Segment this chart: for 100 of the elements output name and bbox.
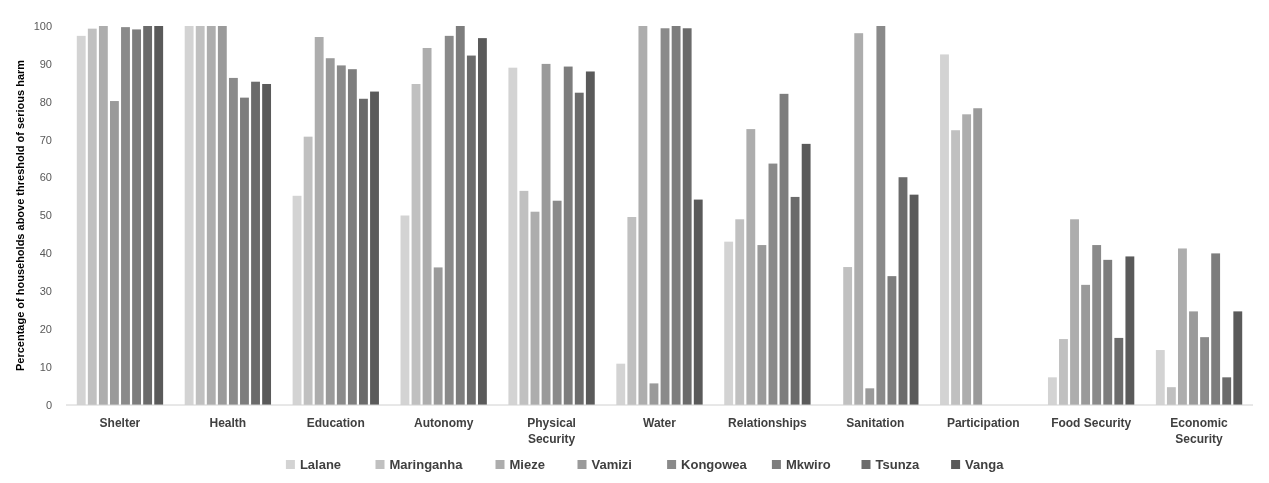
legend-label: Maringanha — [389, 457, 464, 472]
bar — [314, 36, 324, 405]
bar — [638, 26, 648, 405]
bar — [262, 83, 272, 405]
bar — [1125, 256, 1135, 405]
legend-label: Vanga — [965, 457, 1005, 472]
bar — [1211, 253, 1221, 405]
bar — [801, 143, 811, 405]
y-tick-label: 50 — [39, 209, 52, 222]
y-tick-label: 30 — [39, 285, 52, 298]
bar — [370, 91, 379, 405]
x-tick-label: Relationships — [728, 416, 808, 430]
bar — [132, 29, 141, 405]
bar — [1059, 339, 1068, 405]
bar — [574, 92, 584, 405]
bar — [779, 93, 789, 405]
bar — [898, 177, 908, 405]
y-tick-label: 60 — [39, 171, 52, 184]
bar — [1081, 284, 1091, 405]
bar — [347, 69, 357, 405]
bar — [143, 26, 153, 405]
x-tick-label: Economic Security — [1170, 416, 1229, 446]
y-axis-title: Percentage of households above threshold of serious harm — [14, 59, 26, 372]
bar — [87, 28, 97, 405]
bar — [1092, 245, 1102, 405]
bar — [757, 245, 767, 405]
legend-label: Mkwiro — [785, 457, 831, 472]
legend-label: Lalane — [299, 457, 342, 472]
bar — [121, 27, 130, 405]
bar — [228, 77, 238, 405]
bar — [627, 217, 637, 405]
bar — [973, 108, 983, 405]
x-tick-label: Physical Security — [527, 416, 576, 446]
bar — [1178, 248, 1187, 405]
y-tick-label: 0 — [45, 398, 52, 411]
bar — [541, 63, 551, 405]
bar — [477, 38, 487, 405]
bar — [1222, 377, 1232, 405]
bar — [865, 388, 875, 405]
bar — [735, 219, 745, 405]
bar — [887, 276, 897, 405]
x-tick-label: Water — [643, 416, 677, 430]
bar — [206, 26, 216, 405]
bar — [466, 55, 476, 405]
bar — [1166, 387, 1176, 405]
bar — [585, 71, 595, 405]
legend-label: Mieze — [509, 457, 545, 472]
bar — [444, 35, 454, 405]
y-tick-label: 70 — [39, 133, 52, 146]
bar — [1103, 259, 1113, 405]
x-tick-label: Sanitation — [846, 416, 905, 430]
bar — [790, 196, 800, 405]
legend-label: Kongowea — [681, 457, 748, 472]
bar — [876, 26, 886, 405]
x-tick-label: Autonomy — [414, 416, 474, 430]
bar — [422, 47, 432, 405]
x-tick-label: Shelter — [99, 416, 141, 430]
bar — [951, 130, 960, 405]
legend-label: Tsunza — [875, 457, 921, 472]
bar — [530, 211, 540, 405]
bar — [325, 58, 335, 405]
x-tick-label: Food Security — [1051, 416, 1132, 430]
y-tick-label: 40 — [39, 247, 52, 260]
y-tick-label: 80 — [39, 95, 52, 108]
y-tick-label: 10 — [39, 360, 52, 373]
bar — [519, 190, 529, 405]
bar — [433, 267, 443, 405]
x-tick-label: Health — [209, 416, 247, 430]
bar — [154, 26, 164, 405]
y-tick-label: 20 — [39, 323, 52, 336]
y-tick-label: 100 — [33, 19, 52, 32]
bar — [854, 33, 864, 405]
x-tick-label: Education — [306, 416, 365, 430]
bar — [1114, 337, 1124, 405]
bar — [359, 98, 368, 405]
bar — [563, 66, 573, 405]
bar — [671, 26, 681, 405]
bar — [1189, 311, 1198, 405]
y-tick-label: 90 — [39, 57, 52, 70]
x-tick-label: Participation — [946, 416, 1020, 430]
legend-label: Vamizi — [591, 457, 632, 472]
bar — [962, 114, 972, 405]
bar — [251, 81, 260, 405]
bar — [768, 163, 778, 405]
bar — [552, 200, 562, 405]
bar — [909, 194, 919, 405]
bar — [455, 26, 465, 405]
bar — [682, 28, 692, 405]
bar — [1200, 337, 1209, 405]
bar — [240, 97, 249, 405]
bar — [1070, 219, 1079, 405]
bar — [336, 65, 346, 405]
bar — [660, 28, 670, 405]
bar — [303, 136, 313, 405]
bar — [217, 26, 227, 405]
bar — [843, 267, 853, 405]
bar — [746, 129, 756, 405]
bar — [693, 199, 703, 405]
bar — [195, 26, 205, 405]
bar — [1233, 311, 1243, 405]
